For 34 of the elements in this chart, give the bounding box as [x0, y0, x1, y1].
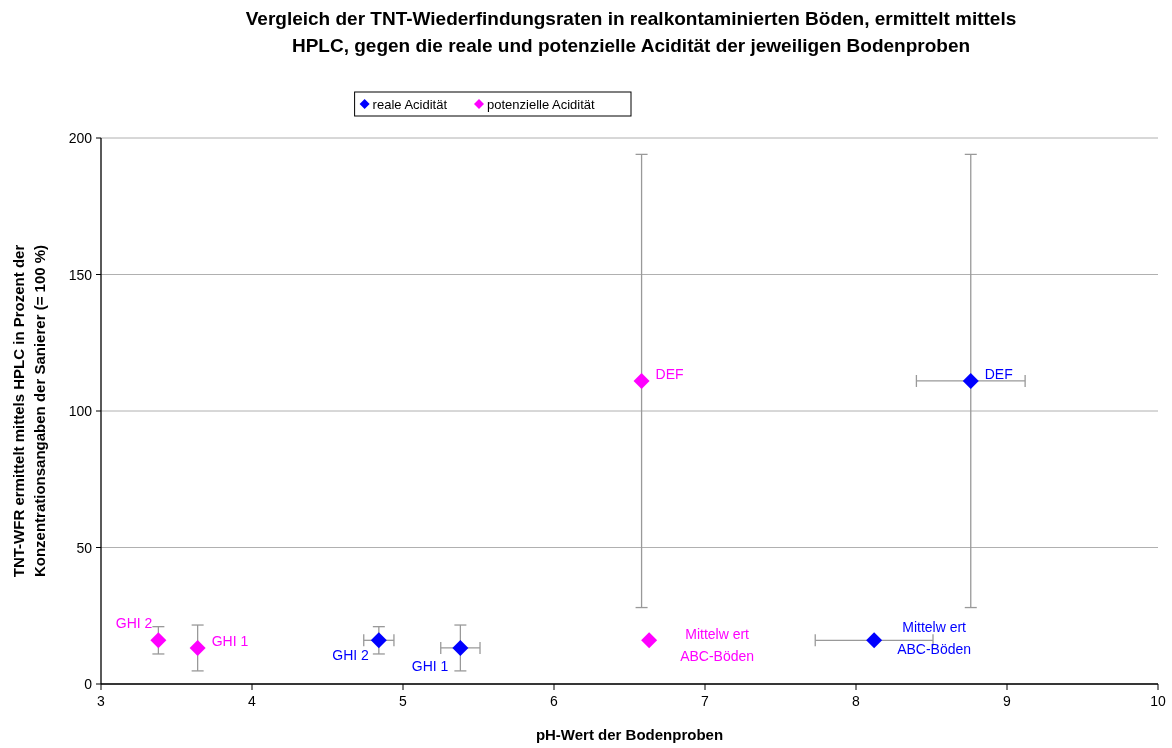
x-tick-label: 7 [701, 693, 710, 709]
legend-label: potenzielle Acidität [487, 97, 596, 112]
y-tick-label: 100 [68, 403, 93, 419]
point [641, 632, 658, 649]
annotation: Mittelw ert ABC-Böden [680, 626, 755, 665]
y-tick-label: 50 [76, 539, 93, 556]
x-tick-label: 6 [550, 693, 559, 709]
legend-label: reale Acidität [372, 97, 448, 112]
annotation: DEF [655, 365, 684, 382]
x-axis-title: pH-Wert der Bodenproben [535, 726, 724, 743]
chart-title: Vergleich der TNT-Wiederfindungsraten in realkontaminierten Böden, ermittelt mittels HPLC, gegen die reale und potenzielle Acidität der jeweiligen Bodenproben [245, 8, 1017, 56]
annotation: Mittelw ert ABC-Böden [897, 619, 972, 658]
point [633, 372, 650, 389]
annotation: GHI 1 [211, 632, 249, 649]
point [962, 372, 979, 389]
annotation: DEF [984, 365, 1013, 382]
annotation: GHI 2 [115, 615, 153, 632]
y-tick-label: 200 [68, 130, 93, 146]
x-tick-label: 4 [248, 693, 257, 709]
y-tick-label: 150 [68, 266, 93, 283]
point [866, 632, 883, 649]
x-tick-label: 8 [852, 693, 861, 709]
point [370, 632, 387, 649]
annotation: GHI 2 [332, 647, 370, 664]
point [189, 639, 206, 656]
y-axis-title: TNT-WFR ermittelt mittels HPLC in Prozent der Konzentrationsangaben der Sanierer (= 100 %) [10, 244, 48, 578]
x-tick-label: 3 [97, 693, 106, 709]
point [150, 632, 167, 649]
x-tick-label: 9 [1003, 693, 1012, 709]
point [452, 639, 469, 656]
y-tick-label: 0 [84, 676, 93, 692]
x-tick-label: 10 [1150, 693, 1166, 709]
x-tick-label: 5 [399, 693, 408, 709]
annotation: GHI 1 [411, 657, 449, 674]
